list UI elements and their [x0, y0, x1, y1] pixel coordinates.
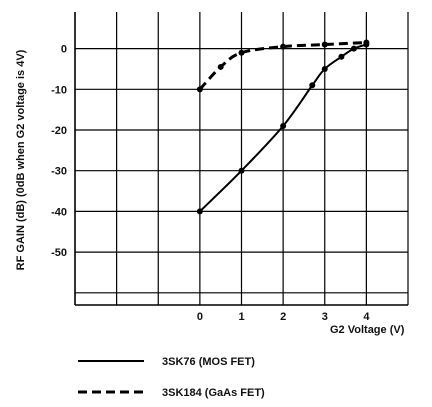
x-tick-label: 2: [280, 311, 286, 323]
data-point: [321, 41, 328, 48]
y-tick-label: 0: [61, 44, 67, 56]
data-point: [350, 45, 357, 52]
data-point: [238, 167, 245, 174]
x-axis-title: G2 Voltage (V): [330, 324, 405, 336]
data-point: [238, 49, 245, 56]
data-point: [280, 122, 287, 129]
axes: [74, 12, 408, 306]
data-point: [309, 82, 316, 89]
data-point: [196, 86, 203, 93]
y-tick-label: -30: [51, 166, 67, 178]
y-tick-label: -20: [51, 125, 67, 137]
y-tick-label: -40: [51, 206, 67, 218]
data-point: [280, 43, 287, 50]
data-point: [338, 53, 345, 60]
x-tick-label: 3: [322, 311, 328, 323]
legend-label-mos-fet: 3SK76 (MOS FET): [162, 356, 255, 368]
x-tick-label: 1: [238, 311, 244, 323]
data-point: [363, 39, 370, 46]
y-tick-label: -50: [51, 247, 67, 259]
series-group: [196, 39, 370, 215]
y-tick-label: -10: [51, 84, 67, 96]
data-point: [321, 65, 328, 72]
grid: [75, 12, 409, 305]
legend: 3SK76 (MOS FET) 3SK184 (GaAs FET): [78, 356, 265, 399]
x-tick-label: 0: [197, 311, 203, 323]
tick-labels: 0 -10 -20 -30 -40 -50 0 1 2 3 4: [51, 44, 370, 323]
x-tick-label: 4: [363, 311, 370, 323]
legend-label-gaas-fet: 3SK184 (GaAs FET): [162, 387, 265, 399]
y-axis-title: RF GAIN (dB) (0dB when G2 voltage is 4V): [15, 49, 27, 270]
data-point: [196, 208, 203, 215]
series-line-gaas-fet: [198, 41, 367, 91]
data-point: [217, 63, 224, 70]
